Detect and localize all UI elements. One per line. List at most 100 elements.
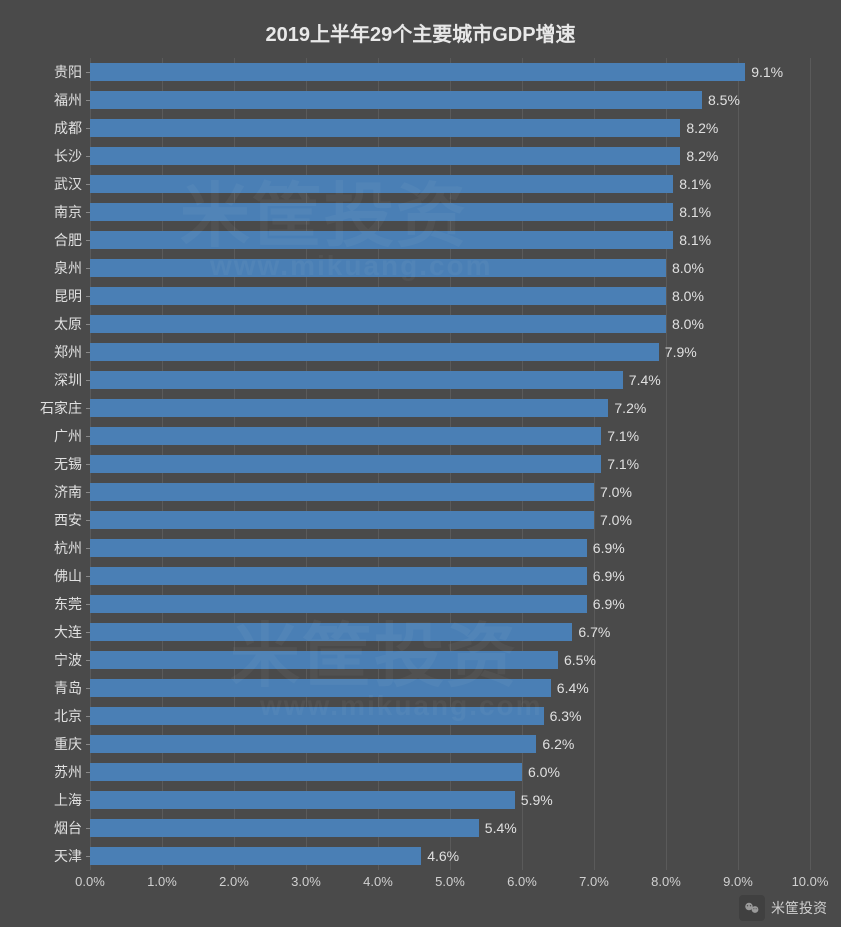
bar (90, 371, 623, 389)
bar-value: 7.0% (594, 506, 632, 534)
bar-value: 8.1% (673, 198, 711, 226)
bar-label: 济南 (54, 478, 90, 506)
bar (90, 735, 536, 753)
bar-label: 石家庄 (40, 394, 90, 422)
gridline (810, 58, 811, 870)
bar-label: 郑州 (54, 338, 90, 366)
bar-row: 太原8.0% (90, 310, 810, 338)
bar-label: 广州 (54, 422, 90, 450)
bar-label: 重庆 (54, 730, 90, 758)
bar (90, 791, 515, 809)
bar-label: 福州 (54, 86, 90, 114)
bar-value: 7.2% (608, 394, 646, 422)
bar (90, 343, 659, 361)
bar (90, 847, 421, 865)
bar-label: 贵阳 (54, 58, 90, 86)
bar (90, 511, 594, 529)
bar-value: 6.9% (587, 590, 625, 618)
bar-row: 青岛6.4% (90, 674, 810, 702)
bar (90, 427, 601, 445)
x-tick-label: 1.0% (147, 870, 177, 889)
bar (90, 63, 745, 81)
bar-row: 武汉8.1% (90, 170, 810, 198)
wechat-icon (739, 895, 765, 921)
bar-row: 昆明8.0% (90, 282, 810, 310)
x-tick-label: 7.0% (579, 870, 609, 889)
bar-value: 9.1% (745, 58, 783, 86)
bar-row: 上海5.9% (90, 786, 810, 814)
bar-row: 北京6.3% (90, 702, 810, 730)
bar-value: 8.5% (702, 86, 740, 114)
bar-label: 深圳 (54, 366, 90, 394)
bar-value: 8.1% (673, 170, 711, 198)
bar-label: 大连 (54, 618, 90, 646)
x-tick-label: 5.0% (435, 870, 465, 889)
x-tick-label: 6.0% (507, 870, 537, 889)
bar-row: 苏州6.0% (90, 758, 810, 786)
bar-value: 6.7% (572, 618, 610, 646)
bar-row: 东莞6.9% (90, 590, 810, 618)
bar-label: 烟台 (54, 814, 90, 842)
bar-value: 4.6% (421, 842, 459, 870)
bar-label: 宁波 (54, 646, 90, 674)
bar-row: 石家庄7.2% (90, 394, 810, 422)
bar-value: 5.9% (515, 786, 553, 814)
bar-value: 6.5% (558, 646, 596, 674)
bar (90, 539, 587, 557)
bar-label: 杭州 (54, 534, 90, 562)
bar-row: 郑州7.9% (90, 338, 810, 366)
bar-row: 西安7.0% (90, 506, 810, 534)
bar-row: 深圳7.4% (90, 366, 810, 394)
bar-value: 6.4% (551, 674, 589, 702)
bar-label: 合肥 (54, 226, 90, 254)
bar-value: 8.2% (680, 142, 718, 170)
plot-area: 0.0%1.0%2.0%3.0%4.0%5.0%6.0%7.0%8.0%9.0%… (90, 58, 810, 870)
bar-value: 6.0% (522, 758, 560, 786)
bar (90, 147, 680, 165)
bar (90, 91, 702, 109)
bar-label: 苏州 (54, 758, 90, 786)
bar-row: 长沙8.2% (90, 142, 810, 170)
bar (90, 679, 551, 697)
bar-value: 7.9% (659, 338, 697, 366)
bar-row: 无锡7.1% (90, 450, 810, 478)
x-tick-label: 10.0% (792, 870, 829, 889)
bar (90, 315, 666, 333)
chart-title: 2019上半年29个主要城市GDP增速 (0, 18, 841, 47)
bar-value: 7.1% (601, 450, 639, 478)
bar (90, 567, 587, 585)
x-tick-label: 9.0% (723, 870, 753, 889)
bar-label: 昆明 (54, 282, 90, 310)
bar-value: 8.0% (666, 254, 704, 282)
bar-label: 佛山 (54, 562, 90, 590)
bar-row: 杭州6.9% (90, 534, 810, 562)
bar-label: 武汉 (54, 170, 90, 198)
bar (90, 623, 572, 641)
bar-value: 8.2% (680, 114, 718, 142)
bar (90, 651, 558, 669)
x-tick-label: 2.0% (219, 870, 249, 889)
source-label: 米筐投资 (771, 898, 827, 918)
bar-label: 北京 (54, 702, 90, 730)
source-footer: 米筐投资 (739, 895, 827, 921)
bar (90, 455, 601, 473)
bar-label: 天津 (54, 842, 90, 870)
bar-value: 8.0% (666, 310, 704, 338)
bar-value: 7.0% (594, 478, 632, 506)
bar-row: 南京8.1% (90, 198, 810, 226)
bar (90, 483, 594, 501)
x-tick-label: 4.0% (363, 870, 393, 889)
x-tick-label: 0.0% (75, 870, 105, 889)
bar (90, 287, 666, 305)
bar-value: 6.9% (587, 534, 625, 562)
bar-label: 无锡 (54, 450, 90, 478)
bar-row: 佛山6.9% (90, 562, 810, 590)
bar-row: 济南7.0% (90, 478, 810, 506)
bar-label: 泉州 (54, 254, 90, 282)
bar-row: 成都8.2% (90, 114, 810, 142)
bar (90, 595, 587, 613)
bar (90, 763, 522, 781)
bar-row: 福州8.5% (90, 86, 810, 114)
bar (90, 231, 673, 249)
x-tick-label: 3.0% (291, 870, 321, 889)
